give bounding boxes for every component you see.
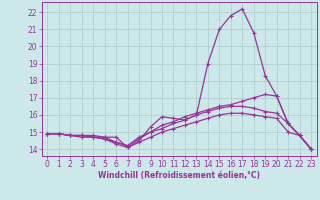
X-axis label: Windchill (Refroidissement éolien,°C): Windchill (Refroidissement éolien,°C) [98,171,260,180]
